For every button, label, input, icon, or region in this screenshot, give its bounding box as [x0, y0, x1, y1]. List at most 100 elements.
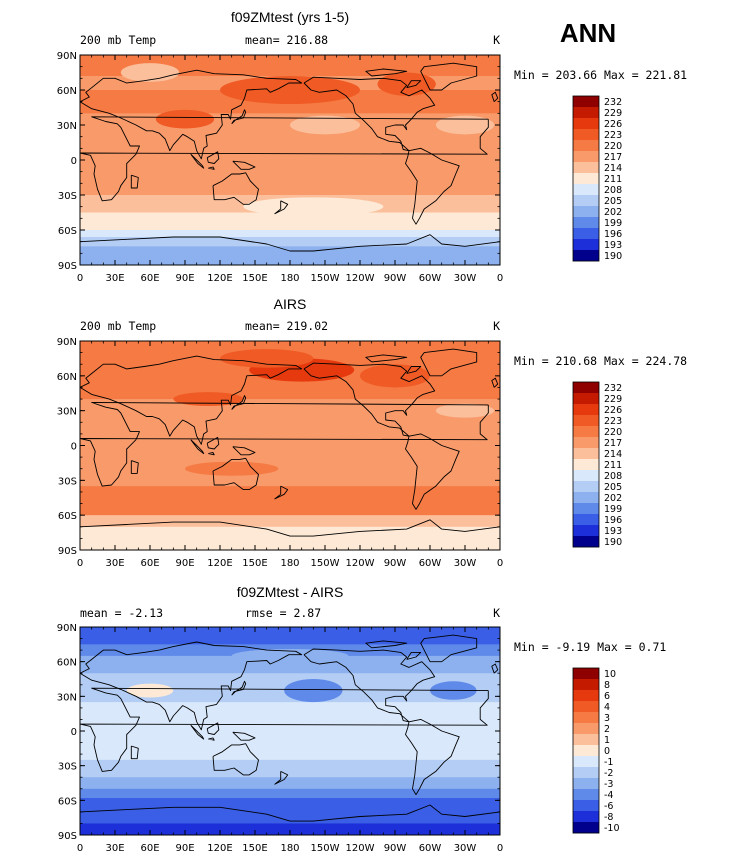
colorbar-swatch: [573, 822, 599, 834]
colorbar-label: 220: [604, 427, 622, 438]
lat-tick-label: 30N: [57, 121, 77, 132]
colorbar-swatch: [573, 415, 599, 427]
colorbar-label: 217: [604, 438, 622, 449]
contour-region: [231, 648, 349, 663]
units-label: K: [493, 33, 500, 47]
colorbar-swatch: [573, 448, 599, 460]
panel-left-label: mean = -2.13: [80, 606, 163, 620]
coastline: [206, 436, 220, 450]
colorbar-label: 232: [604, 97, 622, 108]
lat-tick-label: 30N: [57, 692, 77, 703]
colorbar-label: 232: [604, 383, 622, 394]
colorbar-swatch: [573, 503, 599, 515]
lat-tick-label: 30S: [58, 191, 77, 202]
lon-tick-label: 60E: [140, 558, 159, 569]
coastline: [130, 745, 139, 760]
colorbar-label: 190: [604, 537, 622, 548]
colorbar-label: 196: [604, 515, 622, 526]
colorbar-swatch: [573, 470, 599, 482]
lon-tick-label: 90W: [384, 558, 407, 569]
coastline: [212, 172, 259, 205]
colorbar-swatch: [573, 217, 599, 229]
panel-center-label: mean= 219.02: [245, 319, 328, 333]
colorbar-swatch: [573, 789, 599, 801]
lat-tick-label: 30S: [58, 762, 77, 773]
lon-tick-label: 150W: [311, 558, 340, 569]
lat-tick-label: 60S: [58, 226, 77, 237]
colorbar-swatch: [573, 668, 599, 680]
lat-tick-label: 60N: [57, 658, 77, 669]
coastline: [80, 519, 500, 537]
colorbar-label: 205: [604, 482, 622, 493]
coastline: [232, 446, 256, 456]
minmax-label: Min = 203.66 Max = 221.81: [514, 68, 687, 82]
contour-band: [80, 655, 500, 674]
coastline: [365, 68, 408, 77]
colorbar-label: 0: [604, 746, 610, 757]
lon-tick-label: 150W: [311, 273, 340, 284]
coastlines: [80, 634, 500, 822]
colorbar-label: 223: [604, 130, 622, 141]
lat-tick-label: 90N: [57, 337, 77, 348]
coastline: [405, 433, 460, 510]
lon-tick-label: 120W: [346, 558, 375, 569]
colorbar-label: -3: [604, 779, 613, 790]
lat-tick-label: 60S: [58, 511, 77, 522]
lon-tick-label: 60W: [419, 273, 442, 284]
coastline: [80, 116, 489, 202]
colorbar-label: 6: [604, 691, 610, 702]
contour-region: [360, 364, 430, 388]
coastline: [206, 151, 220, 164]
coastline: [303, 76, 436, 152]
colorbar-swatch: [573, 492, 599, 504]
coastline: [274, 770, 289, 785]
colorbar-label: -4: [604, 790, 613, 801]
colorbar-label: 202: [604, 493, 622, 504]
lon-tick-label: 90E: [175, 843, 194, 854]
coastline: [406, 366, 422, 374]
colorbar-label: -2: [604, 768, 613, 779]
coastline: [231, 109, 247, 125]
contour-field: [80, 627, 500, 835]
map-panel-2: AIRS 200 mb Temp mean= 219.02 K Min = 210.68…: [57, 296, 687, 569]
lon-tick-label: 0: [77, 273, 83, 284]
coastline: [303, 362, 436, 437]
colorbar-swatch: [573, 525, 599, 537]
lon-tick-label: 0: [77, 558, 83, 569]
lon-tick-label: 90E: [175, 558, 194, 569]
lat-tick-label: 30N: [57, 407, 77, 418]
colorbar-swatch: [573, 723, 599, 735]
colorbar-label: 214: [604, 163, 622, 174]
colorbar-label: 217: [604, 152, 622, 163]
lon-tick-label: 120E: [207, 558, 232, 569]
coastline: [80, 804, 500, 822]
coastline: [80, 402, 489, 487]
lon-tick-label: 60E: [140, 273, 159, 284]
colorbar-swatch: [573, 536, 599, 548]
minmax-label: Min = 210.68 Max = 224.78: [514, 354, 687, 368]
lon-tick-label: 0: [497, 843, 503, 854]
colorbar-label: 1: [604, 735, 610, 746]
colorbar-swatch: [573, 140, 599, 152]
coastline: [232, 731, 256, 741]
lat-tick-label: 90N: [57, 51, 77, 62]
colorbar-label: 3: [604, 713, 610, 724]
lon-tick-label: 0: [497, 273, 503, 284]
lon-tick-label: 150E: [242, 843, 267, 854]
panel-center-label: mean= 216.88: [245, 33, 328, 47]
coastline: [206, 722, 220, 735]
colorbar-swatch: [573, 96, 599, 108]
colorbar-swatch: [573, 690, 599, 702]
coastline: [190, 724, 205, 740]
colorbar-swatch: [573, 107, 599, 119]
colorbar-swatch: [573, 778, 599, 790]
lon-tick-label: 30E: [105, 843, 124, 854]
panel-left-label: 200 mb Temp: [80, 33, 156, 47]
colorbar-swatch: [573, 745, 599, 757]
lon-tick-label: 60W: [419, 558, 442, 569]
coastline: [420, 62, 478, 91]
colorbar-swatch: [573, 437, 599, 449]
colorbar-label: -8: [604, 812, 613, 823]
colorbar-swatch: [573, 393, 599, 405]
contour-region: [219, 349, 314, 368]
